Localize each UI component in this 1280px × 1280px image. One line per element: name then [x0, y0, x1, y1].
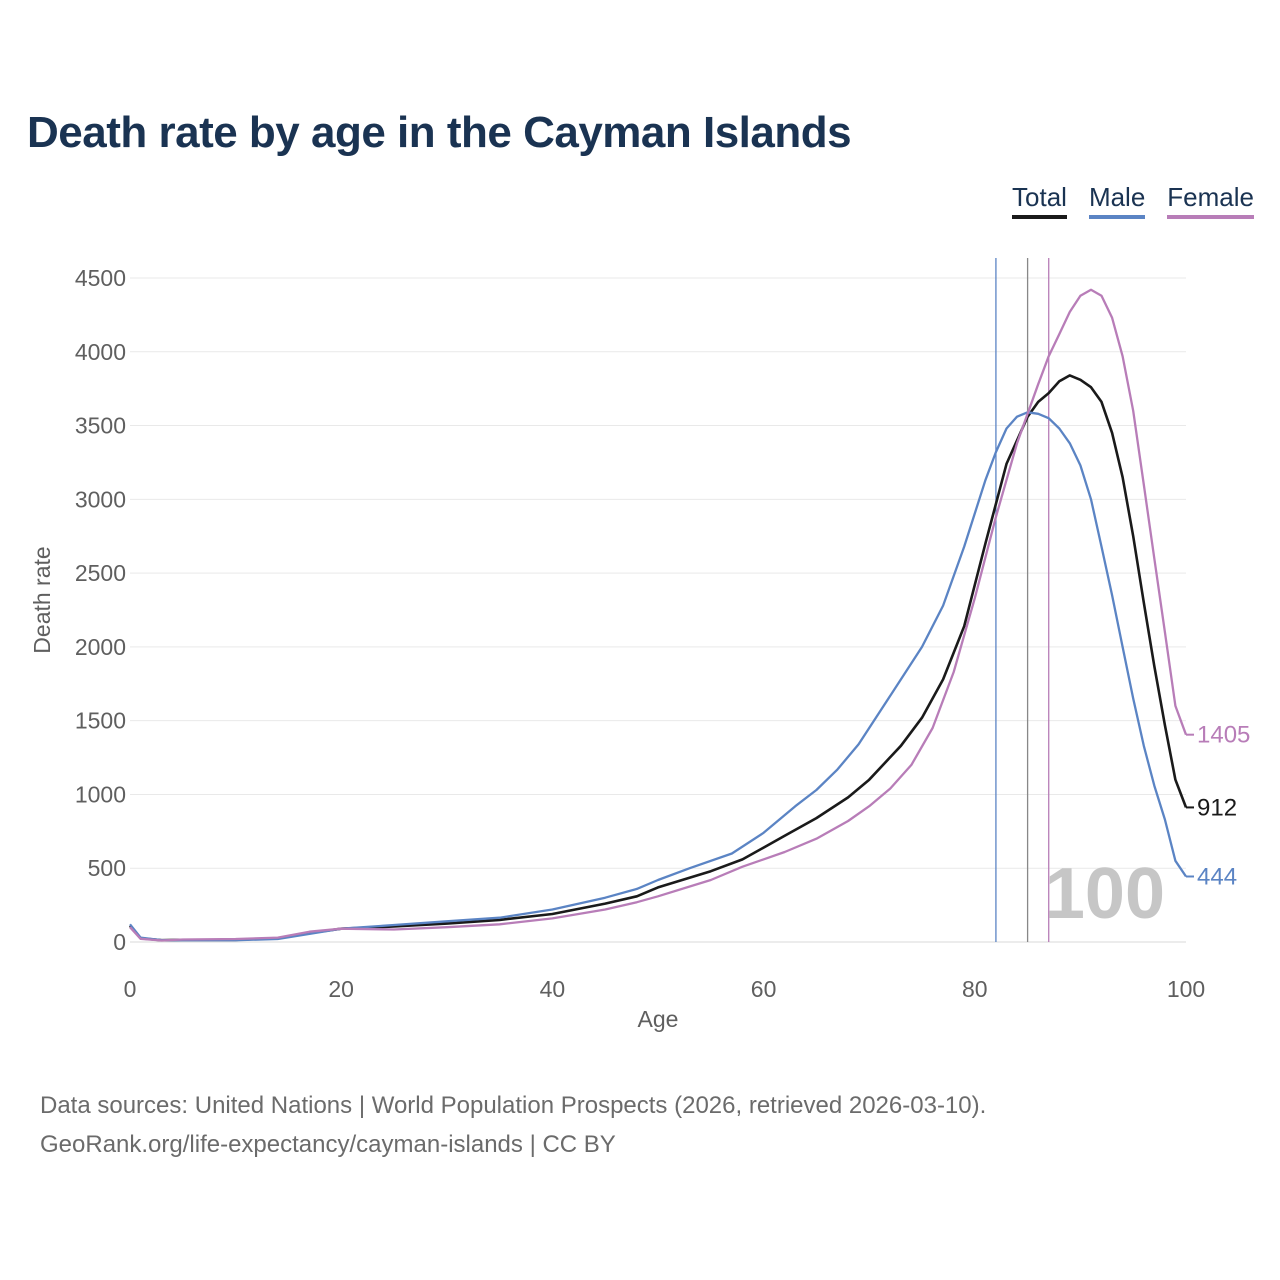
- y-tick-label-2500: 2500: [75, 560, 126, 586]
- x-tick-label-80: 80: [962, 976, 988, 1002]
- x-tick-label-20: 20: [328, 976, 354, 1002]
- chart-title: Death rate by age in the Cayman Islands: [27, 108, 852, 157]
- year-label: 100: [1045, 854, 1165, 934]
- x-tick-label-100: 100: [1167, 976, 1205, 1002]
- y-axis-title: Death rate: [29, 546, 55, 653]
- y-tick-label-500: 500: [88, 855, 126, 881]
- x-tick-label-40: 40: [540, 976, 566, 1002]
- series-line-male: [129, 411, 1187, 942]
- y-tick-label-1000: 1000: [75, 781, 126, 807]
- footer: Data sources: United Nations | World Pop…: [40, 1086, 986, 1164]
- x-tick-label-0: 0: [124, 976, 137, 1002]
- x-tick-label-60: 60: [751, 976, 777, 1002]
- y-tick-label-4500: 4500: [75, 265, 126, 291]
- end-label-total: 912: [1197, 794, 1237, 821]
- legend: Total Male Female: [1012, 182, 1254, 219]
- y-tick-label-4000: 4000: [75, 339, 126, 365]
- y-tick-label-3000: 3000: [75, 486, 126, 512]
- series-line-female: [129, 288, 1188, 942]
- end-label-female: 1405: [1197, 722, 1250, 749]
- y-tick-label-0: 0: [113, 929, 126, 955]
- footer-link[interactable]: GeoRank.org/life-expectancy/cayman-islan…: [40, 1131, 616, 1158]
- y-tick-label-3500: 3500: [75, 413, 126, 439]
- end-label-male: 444: [1197, 863, 1237, 890]
- legend-item-total[interactable]: Total: [1012, 182, 1067, 219]
- x-axis-title: Age: [638, 1006, 679, 1032]
- legend-item-male[interactable]: Male: [1088, 182, 1146, 219]
- y-tick-label-2000: 2000: [75, 634, 126, 660]
- footer-sources: Data sources: United Nations | World Pop…: [40, 1092, 987, 1119]
- legend-item-female[interactable]: Female: [1167, 182, 1254, 219]
- y-tick-label-1500: 1500: [75, 708, 126, 734]
